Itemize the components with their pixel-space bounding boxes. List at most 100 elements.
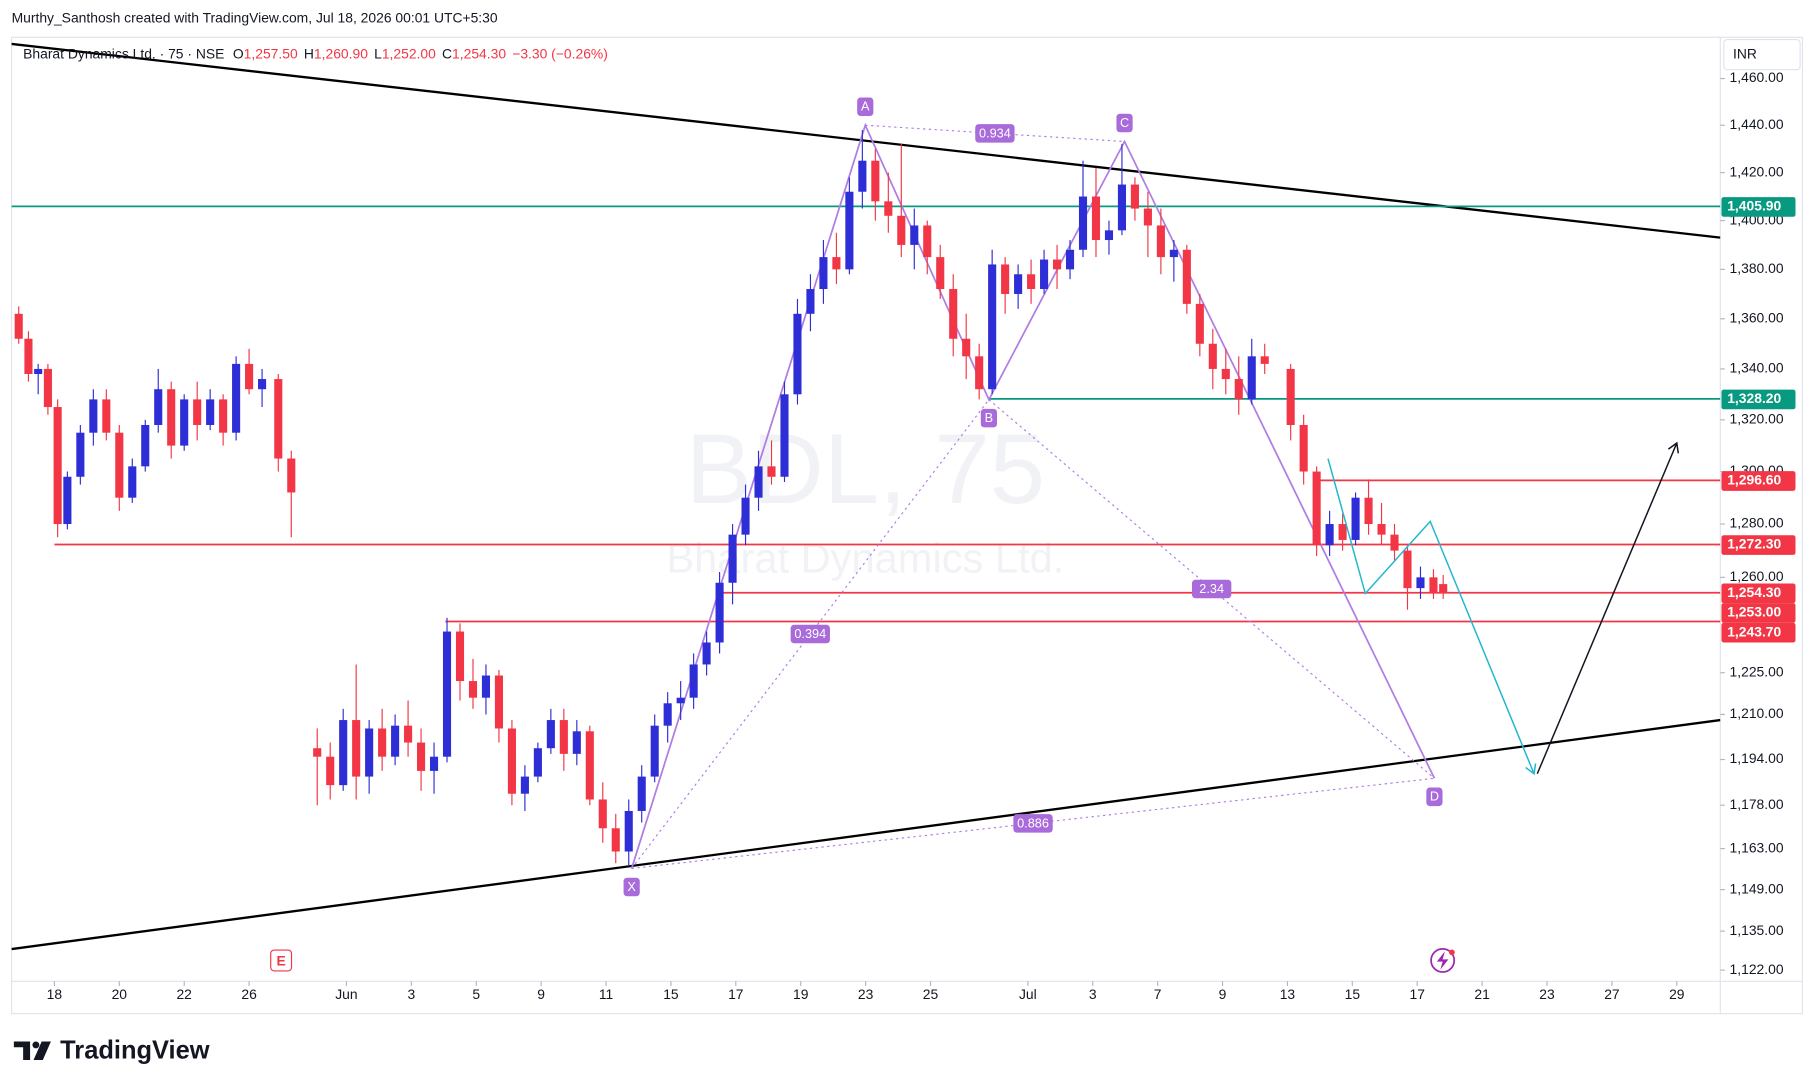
candle-body xyxy=(1351,497,1360,540)
candle-body xyxy=(624,810,633,852)
pattern-ratio-label-box xyxy=(975,124,1015,143)
candle-body xyxy=(676,697,685,704)
ohlc-label: C xyxy=(442,45,452,61)
candle-body xyxy=(24,338,33,374)
y-tick-label: 1,440.00 xyxy=(1730,116,1784,132)
pattern-point-label: C xyxy=(1120,115,1129,130)
candle-body xyxy=(180,399,189,446)
change: −3.30 (−0.26%) xyxy=(512,45,608,61)
candle-body xyxy=(780,394,789,477)
candle-body xyxy=(1338,524,1347,540)
x-tick-label: 21 xyxy=(1474,986,1490,1002)
pattern-point-label: D xyxy=(1430,789,1439,804)
candle-body xyxy=(1156,225,1165,258)
price-label xyxy=(1721,622,1796,643)
candle-body xyxy=(1143,208,1152,226)
earnings-label: E xyxy=(276,952,285,968)
candle-body xyxy=(313,748,322,757)
ohlc-label: H xyxy=(304,45,314,61)
candle-body xyxy=(115,432,124,498)
pattern-point-label: X xyxy=(627,879,636,894)
candle-body xyxy=(391,725,400,757)
y-tick-label: 1,194.00 xyxy=(1730,750,1784,766)
y-tick-label: 1,460.00 xyxy=(1730,69,1784,85)
price-label-text: 1,253.00 xyxy=(1727,604,1781,620)
candle-body xyxy=(1053,259,1062,270)
credit: Murthy_Santhosh created with TradingView… xyxy=(12,9,498,25)
x-tick-label: 20 xyxy=(112,986,128,1002)
x-tick-label: 26 xyxy=(241,986,257,1002)
candle-body xyxy=(43,368,52,408)
y-tick-label: 1,360.00 xyxy=(1730,309,1784,325)
candle-body xyxy=(417,742,426,771)
x-tick-label: 5 xyxy=(472,986,480,1002)
currency-box[interactable] xyxy=(1723,39,1801,71)
y-tick-label: 1,122.00 xyxy=(1730,961,1784,977)
candle-body xyxy=(1439,584,1448,593)
earnings-marker[interactable] xyxy=(270,949,293,972)
x-tick-label: 18 xyxy=(47,986,63,1002)
y-tick-label: 1,225.00 xyxy=(1730,663,1784,679)
candle-body xyxy=(442,631,452,757)
x-tick-label: 29 xyxy=(1669,986,1685,1002)
candle-body xyxy=(507,728,516,794)
candle-body xyxy=(167,389,176,446)
candle-body xyxy=(339,720,348,786)
x-tick-label: 23 xyxy=(858,986,874,1002)
candle-body xyxy=(89,399,98,433)
candle-body xyxy=(910,225,919,245)
candle-body xyxy=(806,289,815,314)
candle-body xyxy=(689,664,698,698)
candle-body xyxy=(975,356,984,390)
event-dot xyxy=(1449,949,1455,956)
candle-body xyxy=(936,257,945,290)
candle-body xyxy=(34,368,43,374)
candle-body xyxy=(1001,264,1010,294)
candle-body xyxy=(468,681,478,698)
candle-body xyxy=(650,725,659,777)
candle-body xyxy=(793,313,802,395)
trendline xyxy=(11,42,1721,239)
candle-body xyxy=(128,466,137,498)
price-label-text: 1,254.30 xyxy=(1727,584,1781,600)
pattern-point-label-box xyxy=(1116,113,1133,133)
x-tick-label: 9 xyxy=(1219,986,1227,1002)
candle-body xyxy=(546,720,555,749)
candle-body xyxy=(1247,356,1256,400)
candle-body xyxy=(76,432,85,477)
y-tick-label: 1,260.00 xyxy=(1730,568,1784,584)
candle-body xyxy=(245,363,254,390)
pattern-point-label: A xyxy=(861,99,870,114)
candle-body xyxy=(1169,249,1178,258)
pattern-point-label-box xyxy=(980,408,998,428)
candle-body xyxy=(1117,184,1126,231)
candle-body xyxy=(637,776,646,811)
candle-body xyxy=(429,756,439,771)
candle-body xyxy=(715,582,724,643)
candle-body xyxy=(365,728,374,777)
x-tick-label: 15 xyxy=(1345,986,1361,1002)
candle-body xyxy=(1429,577,1438,594)
candle-body xyxy=(1403,550,1412,589)
watermark: BDL, 75 xyxy=(686,414,1045,525)
candle-body xyxy=(845,191,854,270)
x-tick-label: 27 xyxy=(1604,986,1620,1002)
brand-logo xyxy=(13,1041,51,1060)
candle-body xyxy=(494,675,503,729)
event-icon-bolt xyxy=(1436,951,1449,970)
ohlc-label: L xyxy=(374,45,382,61)
x-tick-label: 9 xyxy=(537,986,545,1002)
candle-body xyxy=(193,399,202,425)
pattern-ratio-label: 2.34 xyxy=(1199,581,1224,596)
candle-body xyxy=(1286,368,1295,425)
logo-mark xyxy=(13,1041,31,1060)
candle-body xyxy=(326,756,335,786)
ohlc-value: 1,254.30 xyxy=(452,45,506,61)
candle-body xyxy=(1091,196,1101,241)
candle-body xyxy=(154,389,163,425)
candle-body xyxy=(1195,303,1204,344)
candle-body xyxy=(232,363,241,433)
watermark-name: Bharat Dynamics Ltd. xyxy=(666,534,1064,581)
logo-mark xyxy=(33,1041,51,1060)
candle-body xyxy=(1260,356,1269,364)
